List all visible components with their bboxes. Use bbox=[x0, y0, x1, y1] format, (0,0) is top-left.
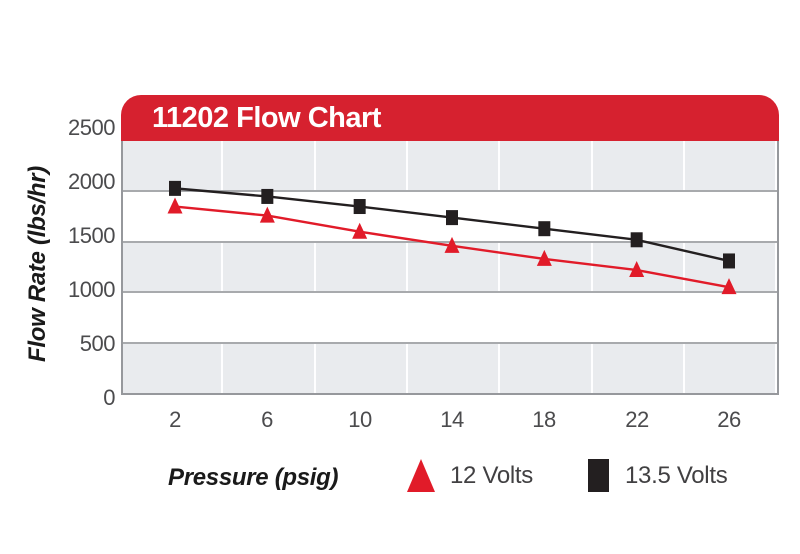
gridline-horizontal bbox=[123, 341, 777, 344]
gridline-vertical bbox=[775, 141, 777, 393]
x-axis-tick-label: 26 bbox=[717, 407, 741, 432]
gridline-vertical bbox=[498, 141, 500, 393]
plot-band bbox=[123, 141, 777, 192]
gridline-horizontal bbox=[123, 190, 777, 193]
triangle-marker-icon bbox=[407, 459, 435, 492]
legend-label: 13.5 Volts bbox=[625, 461, 728, 489]
x-axis-tick-label: 2 bbox=[169, 407, 181, 432]
gridline-vertical bbox=[683, 141, 685, 393]
square-data-point bbox=[169, 180, 181, 196]
square-data-point bbox=[445, 210, 458, 226]
plot-band bbox=[123, 292, 777, 343]
square-data-point bbox=[630, 232, 643, 248]
triangle-data-point bbox=[352, 222, 368, 239]
y-axis-tick-label: 1500 bbox=[68, 223, 115, 248]
triangle-data-point bbox=[721, 278, 737, 295]
x-axis-tick-label: 14 bbox=[440, 407, 464, 432]
y-axis-tick-label: 2000 bbox=[68, 169, 115, 194]
series-plot bbox=[167, 180, 737, 295]
triangle-data-point bbox=[167, 197, 183, 214]
square-data-point bbox=[353, 199, 366, 215]
x-axis-tick-label: 22 bbox=[625, 407, 649, 432]
triangle-data-point bbox=[536, 249, 552, 266]
chart-header: 11202 Flow Chart bbox=[121, 95, 779, 141]
chart-title: 11202 Flow Chart bbox=[152, 101, 381, 134]
y-axis-tick-label: 1000 bbox=[68, 277, 115, 302]
triangle-data-point bbox=[444, 236, 460, 253]
legend-item-12-volts: 12 Volts bbox=[407, 459, 533, 492]
triangle-data-point bbox=[629, 261, 645, 278]
square-marker-icon bbox=[588, 459, 609, 492]
gridline-vertical bbox=[406, 141, 408, 393]
y-axis-tick-label: 500 bbox=[79, 331, 116, 356]
legend-item-13-5-volts: 13.5 Volts bbox=[588, 459, 728, 492]
square-data-point bbox=[722, 253, 735, 269]
legend-label: 12 Volts bbox=[450, 461, 533, 489]
y-axis-tick-label: 2500 bbox=[68, 115, 115, 140]
plot-area bbox=[121, 141, 779, 395]
gridline-vertical bbox=[314, 141, 316, 393]
y-axis-tick-label: 0 bbox=[103, 385, 115, 410]
x-axis-tick-label: 18 bbox=[532, 407, 556, 432]
triangle-data-point bbox=[259, 206, 275, 223]
gridline-vertical bbox=[591, 141, 593, 393]
x-axis-tick-label: 6 bbox=[261, 407, 273, 432]
x-axis-tick-label: 10 bbox=[348, 407, 372, 432]
x-axis-title: Pressure (psig) bbox=[168, 464, 339, 491]
plot-band bbox=[123, 342, 777, 393]
square-data-point bbox=[538, 221, 551, 237]
square-data-point bbox=[261, 188, 274, 204]
gridline-vertical bbox=[221, 141, 223, 393]
gridline-horizontal bbox=[123, 291, 777, 294]
